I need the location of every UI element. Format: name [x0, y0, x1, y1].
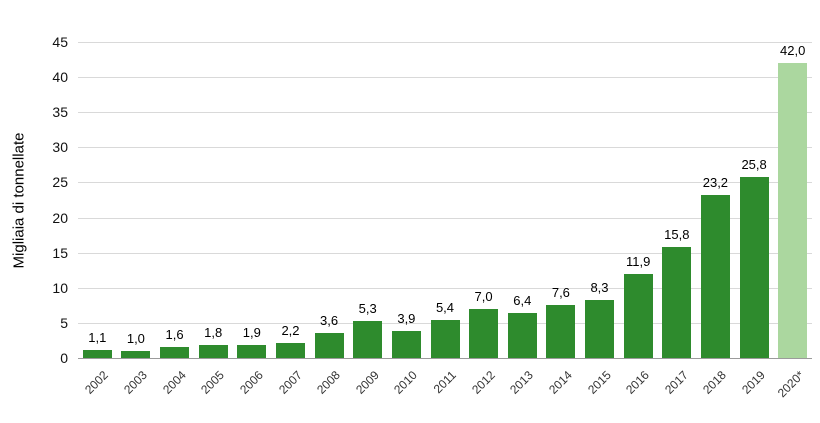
x-tick-label: 2004	[159, 368, 189, 397]
value-label: 23,2	[702, 175, 729, 191]
y-tick-label: 25	[52, 174, 68, 190]
value-label: 5,4	[435, 300, 455, 316]
bar-2002	[82, 350, 112, 358]
value-label: 7,6	[551, 284, 570, 300]
bar-2009	[353, 320, 383, 358]
bar-2003	[121, 351, 151, 358]
x-tick-label: 2011	[430, 368, 459, 397]
bar-2011	[430, 320, 460, 358]
value-label: 3,6	[320, 312, 339, 328]
y-axis-label-wrap: Migliaia di tonnellate	[6, 0, 32, 400]
bar-2012	[469, 308, 499, 358]
y-tick-label: 35	[52, 104, 68, 120]
x-tick-label: 2019	[739, 368, 768, 397]
value-label: 1,1	[88, 330, 107, 346]
x-tick-label: 2017	[661, 368, 691, 397]
value-label: 3,9	[397, 310, 416, 326]
y-tick-label: 40	[52, 69, 68, 85]
gridline	[78, 253, 812, 254]
bar-2007	[276, 342, 305, 358]
y-tick-label: 15	[52, 245, 68, 261]
value-label: 2,2	[281, 322, 300, 338]
x-axis-line	[78, 358, 812, 359]
x-tick-label: 2020*	[774, 368, 807, 401]
value-label: 1,6	[165, 326, 184, 342]
y-axis-label: Migliaia di tonnellate	[10, 132, 28, 268]
value-label: 1,8	[204, 325, 223, 341]
bar-2016	[623, 274, 653, 358]
x-tick-label: 2007	[275, 368, 305, 397]
bar-2019	[739, 176, 769, 358]
value-label: 5,3	[358, 300, 377, 316]
gridline	[78, 42, 812, 43]
value-label: 1,9	[242, 324, 261, 340]
y-tick-label: 5	[60, 315, 68, 331]
bar-2020*	[778, 63, 808, 358]
value-label: 15,8	[664, 227, 690, 242]
gridline	[78, 288, 812, 289]
bar-2015	[585, 299, 614, 358]
gridline	[78, 112, 812, 113]
x-tick-label: 2005	[198, 368, 228, 397]
gridline	[78, 147, 812, 148]
x-tick-label: 2009	[352, 368, 382, 397]
gridline	[78, 77, 812, 78]
value-label: 1,0	[126, 331, 145, 346]
value-label: 11,9	[626, 254, 651, 270]
bar-2008	[314, 332, 344, 358]
y-tick-label: 45	[52, 34, 68, 50]
bar-2014	[546, 304, 576, 358]
value-label: 7,0	[474, 288, 493, 304]
value-label: 42,0	[780, 43, 806, 59]
x-tick-label: 2003	[121, 368, 150, 397]
x-tick-label: 2012	[468, 368, 498, 397]
bar-2005	[198, 345, 228, 358]
x-tick-label: 2016	[623, 368, 653, 397]
y-tick-label: 20	[52, 210, 68, 226]
bar-2018	[700, 195, 730, 358]
x-tick-label: 2018	[700, 368, 730, 397]
x-tick-label: 2015	[584, 368, 614, 397]
value-label: 25,8	[741, 156, 767, 172]
x-tick-label: 2014	[546, 368, 575, 397]
bar-2004	[160, 346, 190, 358]
bar-2006	[237, 344, 267, 358]
bar-2017	[662, 247, 692, 358]
y-tick-label: 0	[60, 350, 68, 366]
x-tick-label: 2002	[82, 368, 112, 397]
gridline	[78, 218, 812, 219]
value-label: 6,4	[513, 293, 532, 309]
bar-2013	[507, 313, 537, 358]
x-tick-label: 2008	[314, 368, 343, 397]
x-tick-label: 2006	[236, 368, 266, 397]
value-label: 8,3	[590, 279, 609, 295]
y-tick-label: 10	[52, 280, 68, 296]
bar-2010	[391, 330, 421, 358]
x-tick-label: 2013	[507, 368, 537, 397]
x-tick-label: 2010	[391, 368, 421, 397]
y-tick-label: 30	[52, 139, 68, 155]
gridline	[78, 182, 812, 183]
